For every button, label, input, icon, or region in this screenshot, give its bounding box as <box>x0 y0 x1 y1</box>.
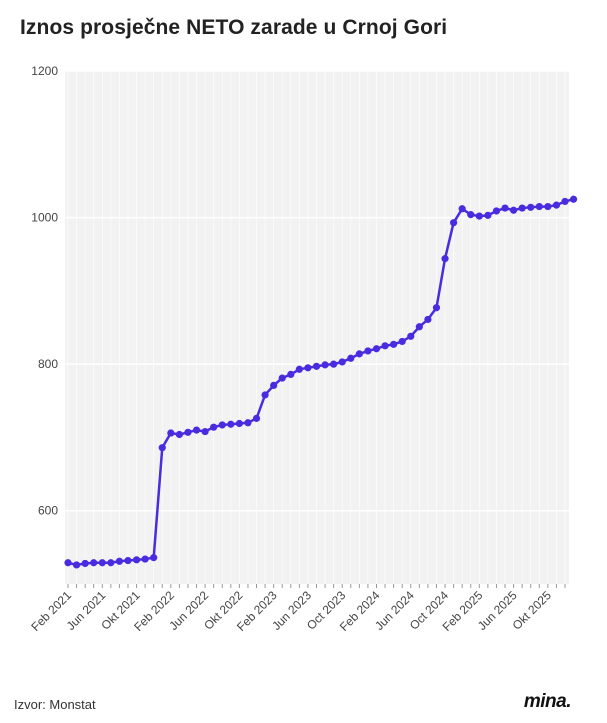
data-point <box>192 426 201 434</box>
data-point <box>432 304 441 312</box>
data-point <box>381 342 389 350</box>
data-point <box>270 381 278 389</box>
source-note: Izvor: Monstat <box>14 697 96 712</box>
data-point <box>210 423 218 431</box>
data-point <box>312 362 321 370</box>
data-point <box>158 444 166 452</box>
data-point <box>415 323 423 331</box>
data-point <box>90 559 98 567</box>
data-point <box>218 421 226 429</box>
data-point <box>321 361 329 369</box>
data-point <box>484 211 492 219</box>
y-tick-label: 600 <box>38 504 58 518</box>
data-point <box>252 414 261 422</box>
data-point <box>132 556 141 564</box>
data-point <box>544 202 552 211</box>
data-point <box>509 206 518 214</box>
data-point <box>441 255 449 263</box>
data-point <box>81 559 89 568</box>
data-point <box>552 201 561 209</box>
data-point <box>398 337 406 346</box>
data-point <box>201 427 209 436</box>
data-point <box>227 420 235 428</box>
data-point <box>184 428 192 436</box>
data-point <box>475 212 483 220</box>
y-tick-label: 800 <box>38 357 58 371</box>
data-point <box>467 211 475 219</box>
data-point <box>72 561 81 569</box>
data-point <box>561 197 569 206</box>
data-point <box>518 204 526 212</box>
data-point <box>235 419 243 428</box>
data-point <box>141 555 149 563</box>
data-point <box>261 391 269 399</box>
data-point <box>355 350 363 358</box>
data-point <box>295 365 303 373</box>
data-point <box>364 347 372 355</box>
data-point <box>167 429 175 437</box>
data-point <box>330 360 338 368</box>
data-point <box>450 219 458 227</box>
x-tick-label: Okt 2025 <box>510 588 555 633</box>
data-point <box>527 203 535 211</box>
data-point <box>338 358 346 366</box>
data-point <box>569 195 578 203</box>
y-tick-label: 1200 <box>31 64 58 78</box>
mina-logo: mina. <box>523 691 572 712</box>
data-point <box>424 315 432 324</box>
data-point <box>287 370 295 379</box>
y-axis: 600 800 1000 1200 <box>31 64 58 518</box>
data-point <box>501 204 509 212</box>
data-point <box>107 559 115 567</box>
data-point <box>124 556 132 565</box>
data-point <box>535 202 543 211</box>
data-point <box>458 205 466 213</box>
data-point <box>492 207 501 215</box>
chart-title: Iznos prosječne NETO zarade u Crnoj Gori <box>20 16 448 39</box>
data-point <box>64 559 72 567</box>
data-point <box>278 374 286 382</box>
plot-background <box>65 71 569 584</box>
data-point <box>372 345 381 353</box>
data-point <box>150 554 158 562</box>
y-tick-label: 1000 <box>31 211 58 225</box>
data-point <box>347 354 355 362</box>
data-point <box>115 557 124 565</box>
data-points <box>64 195 578 569</box>
data-point <box>304 364 312 372</box>
data-point <box>98 559 106 567</box>
data-point <box>175 430 183 439</box>
data-point <box>407 332 415 340</box>
data-point <box>390 340 398 348</box>
grid-lines <box>65 70 569 584</box>
data-point <box>244 419 252 427</box>
